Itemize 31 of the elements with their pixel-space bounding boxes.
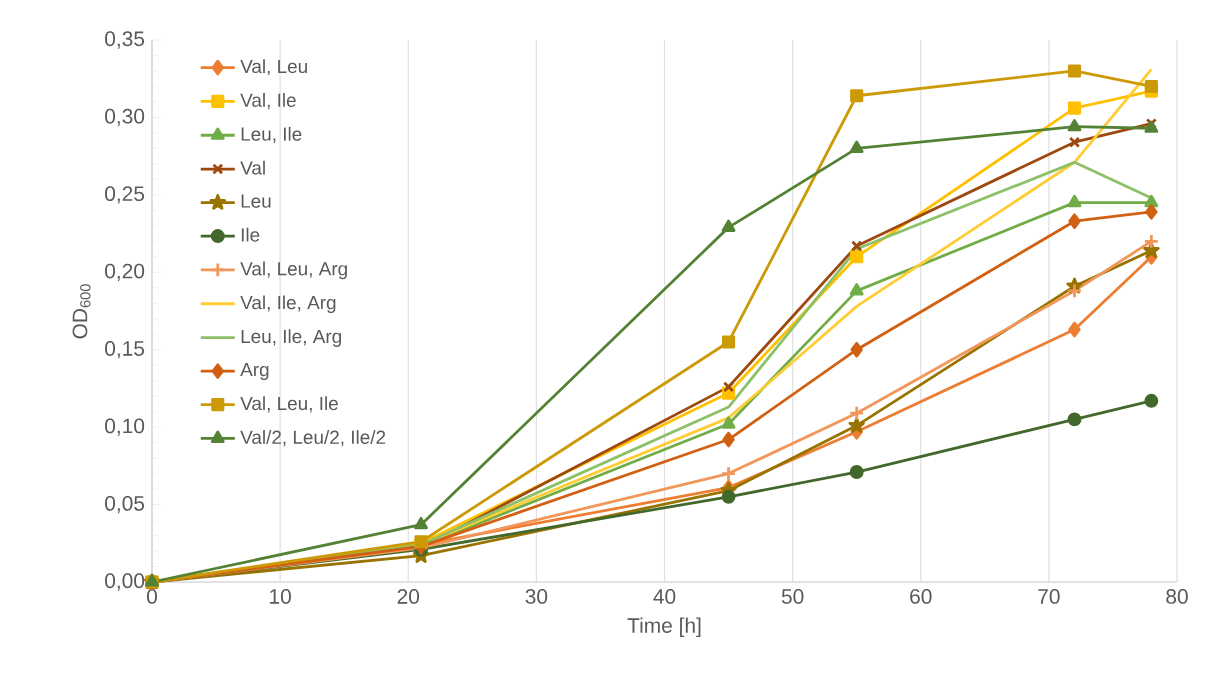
y-tick-label: 0,15 xyxy=(105,341,145,359)
legend-label: Val, Leu, Arg xyxy=(240,261,347,280)
legend-label: Leu, Ile xyxy=(241,126,302,144)
y-tick-label: 0,25 xyxy=(105,186,145,204)
legend-label: Val, Ile, Arg xyxy=(240,295,336,314)
y-tick-label: 0,10 xyxy=(105,418,145,436)
x-tick-label: 30 xyxy=(525,589,548,604)
y-tick-label: 0,20 xyxy=(105,263,145,281)
x-tick-label: 60 xyxy=(910,589,932,604)
legend-label: Val, Ile xyxy=(240,93,296,110)
y-tick-label: 0,00 xyxy=(105,573,145,591)
x-tick-label: 50 xyxy=(781,589,804,604)
legend-label: Arg xyxy=(240,363,269,381)
x-tick-label: 0 xyxy=(146,589,157,604)
y-axis-title: OD$_{600}$ xyxy=(72,284,91,339)
x-tick-label: 20 xyxy=(397,589,420,604)
y-tick-label: 0,05 xyxy=(105,495,145,514)
y-tick-label: 0,35 xyxy=(105,31,145,49)
x-tick-label: 10 xyxy=(270,589,291,604)
legend-label: Ile xyxy=(241,227,260,242)
legend-label: Leu, Ile, Arg xyxy=(241,329,341,347)
legend-label: Val/2, Leu/2, Ile/2 xyxy=(240,430,386,447)
x-axis-title: Time [h] xyxy=(627,617,701,638)
x-tick-label: 70 xyxy=(1038,589,1060,604)
legend-label: Val, Leu xyxy=(240,59,307,76)
legend-label: Leu xyxy=(241,194,271,208)
x-tick-label: 40 xyxy=(653,589,676,604)
legend-label: Val, Leu, Ile xyxy=(240,396,338,413)
legend-label: Val xyxy=(240,160,265,175)
x-tick-label: 80 xyxy=(1166,589,1188,604)
y-tick-label: 0,30 xyxy=(105,108,145,127)
